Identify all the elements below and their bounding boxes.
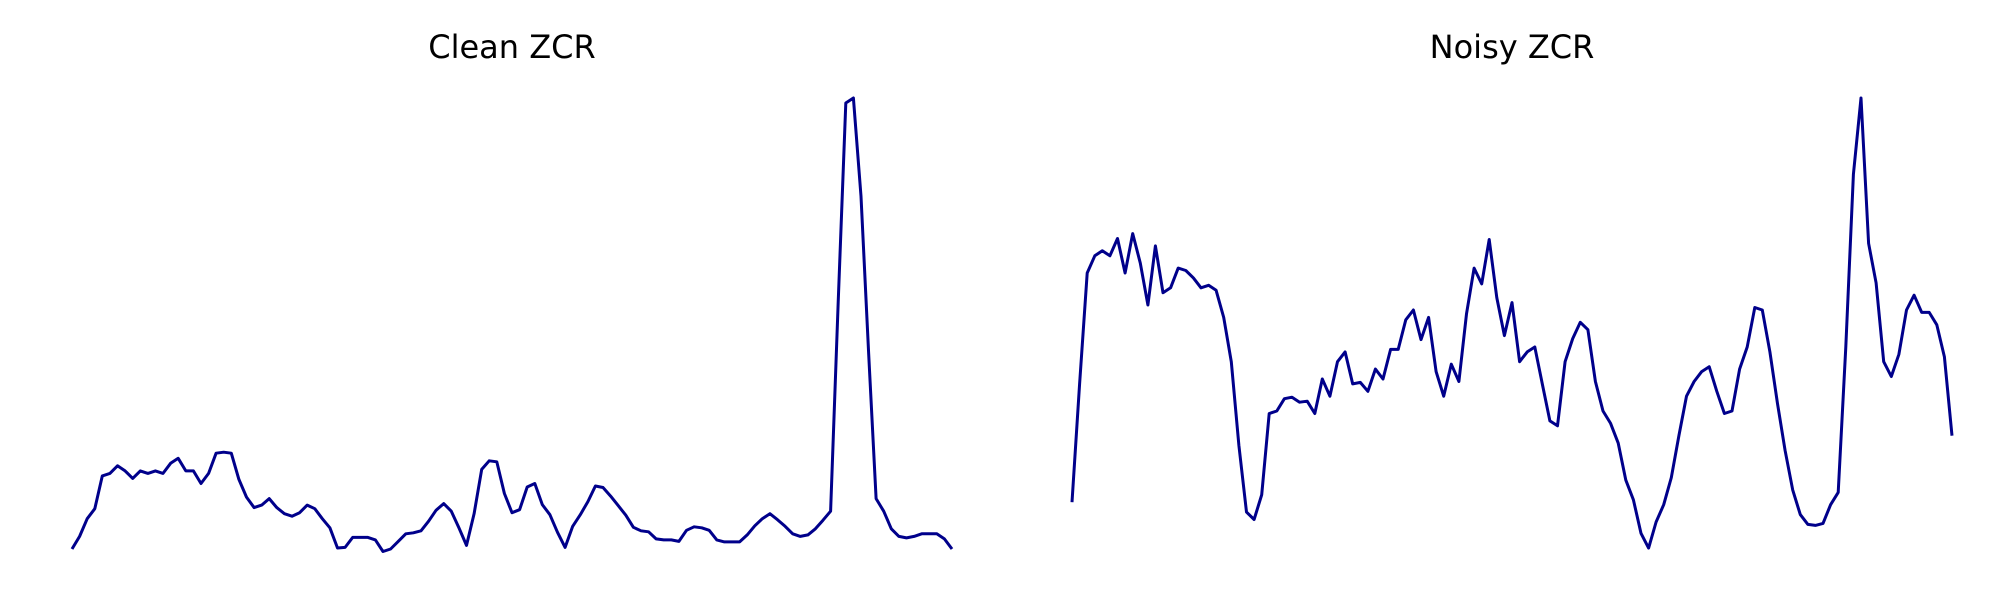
chart-clean-zcr: Clean ZCR [70, 28, 954, 553]
zcr-series-line [70, 96, 954, 553]
chart-panel-clean: Clean ZCR [70, 28, 954, 553]
chart-noisy-zcr: Noisy ZCR [1070, 28, 1954, 550]
chart-title-noisy: Noisy ZCR [1430, 28, 1595, 66]
chart-panel-noisy: Noisy ZCR [1000, 0, 2000, 600]
zcr-series-line [1070, 96, 1954, 550]
chart-title-clean: Clean ZCR [428, 28, 595, 66]
